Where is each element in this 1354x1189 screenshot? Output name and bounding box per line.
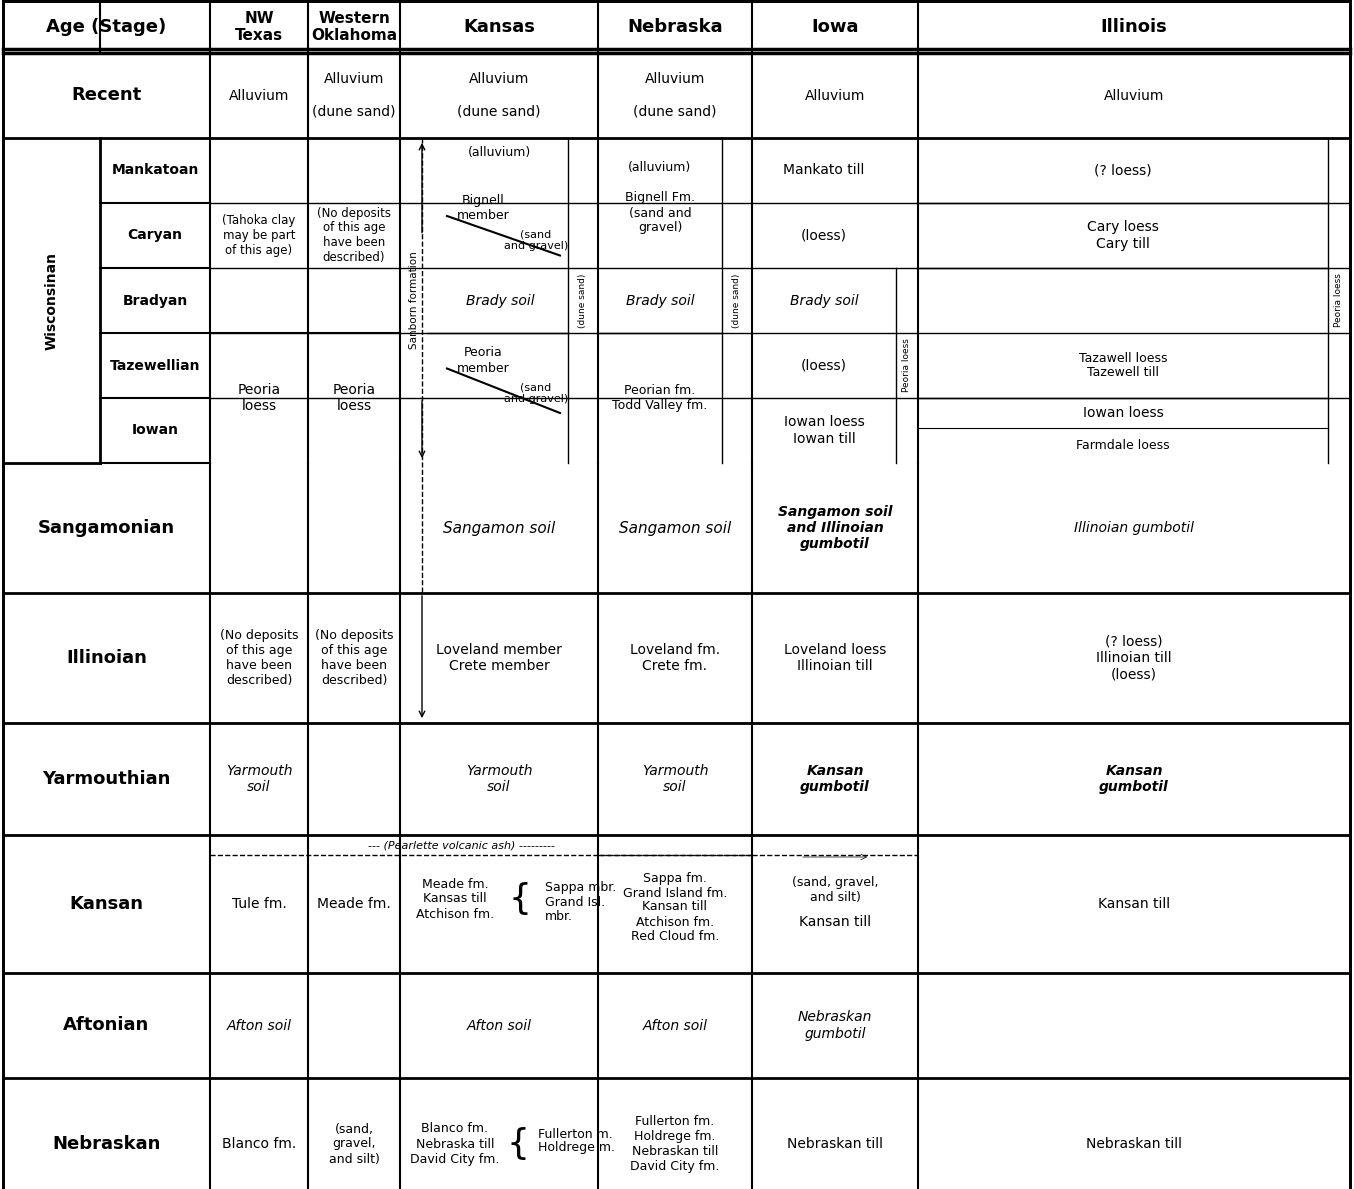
Text: (No deposits
of this age
have been
described): (No deposits of this age have been descr… — [314, 629, 393, 687]
Text: Kansas: Kansas — [463, 18, 535, 36]
Text: (sand
and gravel): (sand and gravel) — [504, 382, 569, 404]
Text: Sangamon soil
and Illinoian
gumbotil: Sangamon soil and Illinoian gumbotil — [777, 505, 892, 552]
Text: Brady soil: Brady soil — [789, 294, 858, 308]
Text: Kansan
gumbotil: Kansan gumbotil — [1099, 763, 1169, 794]
Text: Illinois: Illinois — [1101, 18, 1167, 36]
Text: Kansan till: Kansan till — [1098, 897, 1170, 911]
Text: Loveland loess
Illinoian till: Loveland loess Illinoian till — [784, 643, 886, 673]
Text: Yarmouth
soil: Yarmouth soil — [642, 763, 708, 794]
Text: Tazewellian: Tazewellian — [110, 359, 200, 372]
Text: (sand, gravel,
and silt): (sand, gravel, and silt) — [792, 876, 879, 904]
Text: Recent: Recent — [72, 87, 142, 105]
Text: Fullerton fm.
Holdrege fm.
Nebraskan till
David City fm.: Fullerton fm. Holdrege fm. Nebraskan til… — [631, 1115, 720, 1174]
Text: Peorian fm.
Todd Valley fm.: Peorian fm. Todd Valley fm. — [612, 384, 708, 413]
Text: Alluvium

(dune sand): Alluvium (dune sand) — [458, 73, 540, 119]
Text: Peoria loess: Peoria loess — [903, 339, 911, 392]
Text: Holdrege m.: Holdrege m. — [538, 1141, 615, 1155]
Text: Tule fm.: Tule fm. — [232, 897, 287, 911]
Text: Kansan
gumbotil: Kansan gumbotil — [800, 763, 869, 794]
Text: Sanborn formation: Sanborn formation — [409, 252, 418, 350]
Text: (alluvium)

Bignell Fm.
(sand and
gravel): (alluvium) Bignell Fm. (sand and gravel) — [626, 162, 695, 234]
Text: Peoria
loess: Peoria loess — [237, 383, 280, 413]
Text: Farmdale loess: Farmdale loess — [1076, 439, 1170, 452]
Text: Yarmouthian: Yarmouthian — [42, 770, 171, 788]
Text: mbr.: mbr. — [546, 910, 573, 923]
Text: (sand,
gravel,
and silt): (sand, gravel, and silt) — [329, 1122, 379, 1165]
Text: Mankato till: Mankato till — [784, 164, 865, 177]
Text: Alluvium

(dune sand): Alluvium (dune sand) — [634, 73, 716, 119]
Text: Yarmouth
soil: Yarmouth soil — [226, 763, 292, 794]
Text: Brady soil: Brady soil — [466, 294, 535, 308]
Text: Aftonian: Aftonian — [64, 1017, 150, 1034]
Text: Sappa fm.
Grand Island fm.: Sappa fm. Grand Island fm. — [623, 872, 727, 900]
Text: Kansan till
Atchison fm.
Red Cloud fm.: Kansan till Atchison fm. Red Cloud fm. — [631, 900, 719, 944]
Text: Brady soil: Brady soil — [626, 294, 695, 308]
Text: Iowan loess
Iowan till: Iowan loess Iowan till — [784, 415, 864, 446]
Text: (? loess): (? loess) — [1094, 164, 1152, 177]
Text: Loveland member
Crete member: Loveland member Crete member — [436, 643, 562, 673]
Text: Alluvium: Alluvium — [1104, 88, 1164, 102]
Text: Blanco fm.: Blanco fm. — [222, 1137, 297, 1151]
Text: Sangamon soil: Sangamon soil — [619, 521, 731, 535]
Text: Illinoian gumbotil: Illinoian gumbotil — [1074, 521, 1194, 535]
Text: Kansan till: Kansan till — [799, 916, 871, 929]
Text: (Tahoka clay
may be part
of this age): (Tahoka clay may be part of this age) — [222, 214, 295, 257]
Text: Alluvium: Alluvium — [804, 88, 865, 102]
Text: (dune sand): (dune sand) — [733, 273, 742, 328]
Text: (dune sand): (dune sand) — [578, 273, 588, 328]
Text: NW
Texas: NW Texas — [236, 11, 283, 43]
Text: Cary loess
Cary till: Cary loess Cary till — [1087, 220, 1159, 251]
Text: Afton soil: Afton soil — [467, 1019, 532, 1032]
Text: Meade fm.
Kansas till
Atchison fm.: Meade fm. Kansas till Atchison fm. — [416, 877, 494, 920]
Text: Nebraskan till: Nebraskan till — [787, 1137, 883, 1151]
Text: (No deposits
of this age
have been
described): (No deposits of this age have been descr… — [219, 629, 298, 687]
Text: Caryan: Caryan — [127, 228, 183, 243]
Text: Peoria
member: Peoria member — [458, 346, 509, 375]
Text: Peoria loess: Peoria loess — [1335, 273, 1343, 327]
Text: Grand Isl.: Grand Isl. — [546, 895, 605, 908]
Text: Loveland fm.
Crete fm.: Loveland fm. Crete fm. — [630, 643, 720, 673]
Text: Nebraskan till: Nebraskan till — [1086, 1137, 1182, 1151]
Text: Illinoian: Illinoian — [66, 649, 148, 667]
Text: Nebraskan
gumbotil: Nebraskan gumbotil — [798, 1011, 872, 1040]
Text: Meade fm.: Meade fm. — [317, 897, 391, 911]
Text: (sand
and gravel): (sand and gravel) — [504, 229, 569, 251]
Text: Afton soil: Afton soil — [226, 1019, 291, 1032]
Text: {: { — [509, 882, 532, 916]
Text: --- (Pearlette volcanic ash) ---------: --- (Pearlette volcanic ash) --------- — [367, 841, 554, 851]
Text: (No deposits
of this age
have been
described): (No deposits of this age have been descr… — [317, 207, 391, 264]
Text: Sappa mbr.: Sappa mbr. — [546, 881, 616, 894]
Text: Iowan loess: Iowan loess — [1083, 405, 1163, 420]
Text: Bradyan: Bradyan — [122, 294, 188, 308]
Text: Wisconsinan: Wisconsinan — [45, 252, 58, 350]
Text: Alluvium: Alluvium — [229, 88, 290, 102]
Text: Bignell
member: Bignell member — [458, 194, 509, 222]
Text: (? loess)
Illinoian till
(loess): (? loess) Illinoian till (loess) — [1097, 635, 1171, 681]
Text: Blanco fm.
Nebraska till
David City fm.: Blanco fm. Nebraska till David City fm. — [410, 1122, 500, 1165]
Text: Fullerton m.: Fullerton m. — [538, 1127, 613, 1140]
Text: Tazawell loess
Tazewell till: Tazawell loess Tazewell till — [1079, 352, 1167, 379]
Text: Iowa: Iowa — [811, 18, 858, 36]
Text: Alluvium

(dune sand): Alluvium (dune sand) — [313, 73, 395, 119]
Text: (alluvium): (alluvium) — [468, 146, 532, 159]
Text: Kansan: Kansan — [69, 895, 144, 913]
Text: Mankatoan: Mankatoan — [111, 164, 199, 177]
Text: (loess): (loess) — [802, 359, 848, 372]
Text: Western
Oklahoma: Western Oklahoma — [311, 11, 397, 43]
Text: Afton soil: Afton soil — [643, 1019, 708, 1032]
Text: (loess): (loess) — [802, 228, 848, 243]
Text: Sangamonian: Sangamonian — [38, 520, 175, 537]
Text: Iowan: Iowan — [131, 423, 179, 438]
Text: Sangamon soil: Sangamon soil — [443, 521, 555, 535]
Text: Nebraska: Nebraska — [627, 18, 723, 36]
Text: Peoria
loess: Peoria loess — [333, 383, 375, 413]
Text: Yarmouth
soil: Yarmouth soil — [466, 763, 532, 794]
Text: Nebraskan: Nebraskan — [53, 1135, 161, 1153]
Text: {: { — [506, 1127, 529, 1160]
Text: Age (Stage): Age (Stage) — [46, 18, 167, 36]
